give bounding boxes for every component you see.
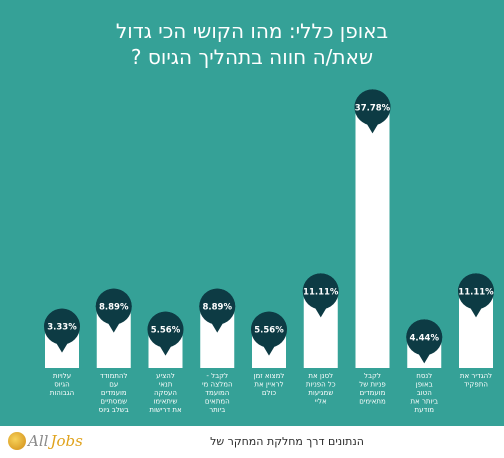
value-bubble-circle-5 — [302, 273, 339, 310]
category-label-2: להציע תנאי העסקה שיתאימו את דרישות — [149, 372, 182, 414]
category-label-1: להתמודד עם מועמדים שמסתיים בשלב גיוס — [99, 372, 129, 414]
footer-credit: הנתונים דרך מחלקת המחקר של — [210, 435, 364, 448]
data-label-6: 37.78% — [355, 103, 391, 113]
category-label-4: למצוא זמן לראיין את כולם — [254, 372, 285, 397]
value-bubble-circle-1 — [95, 288, 132, 325]
data-label-3: 8.89% — [203, 303, 233, 313]
alljobs-logo: All Jobs — [8, 430, 83, 452]
value-bubble-circle-4 — [251, 311, 287, 348]
category-label-0: עלויות הגיוס הגבוהות — [50, 372, 75, 397]
data-label-7: 4.44% — [410, 333, 440, 343]
category-label-3: לקבל -המלצה מי המועמד המתאים ביותר — [202, 372, 233, 414]
data-label-0: 3.33% — [47, 323, 77, 333]
chart-title-line1: באופן כללי: מהו הקושי הכי גדול — [115, 19, 389, 43]
data-label-5: 11.11% — [303, 287, 339, 297]
logo-text-jobs: Jobs — [50, 432, 83, 450]
value-bubble-circle-2 — [147, 311, 184, 348]
bar-chart: 3.33% עלויות הגיוס הגבוהות 8.89% להתמודד עם מוע… — [44, 89, 494, 414]
footer-bar: הנתונים דרך מחלקת המחקר של All Jobs — [0, 426, 504, 458]
value-bubble-circle-8 — [458, 273, 494, 310]
bar-6 — [355, 107, 390, 369]
chart-title: באופן כללי: מהו הקושי הכי גדול שאת/ה חוו… — [0, 18, 504, 70]
value-bubble-circle-7 — [406, 319, 443, 356]
value-bubble-circle-3 — [199, 288, 236, 325]
value-bubble-circle-6 — [354, 89, 391, 126]
category-label-6: לקבל פניות של מועמדים מתאימים — [359, 372, 386, 406]
value-bubble-circle-0 — [44, 308, 80, 345]
data-label-8: 11.11% — [458, 287, 494, 297]
category-label-5: לסנן את כל הפניות שמגיעות אליי — [306, 372, 336, 406]
logo-text-all: All — [28, 432, 49, 450]
data-label-2: 5.56% — [151, 326, 181, 336]
category-label-7: לנסח באופן הטוב ביותר את מודעת — [410, 372, 438, 414]
data-label-4: 5.56% — [254, 326, 284, 336]
data-label-1: 8.89% — [99, 303, 129, 313]
chart-title-line2: שאת/ה חווה בתהליך הגיוס ? — [130, 45, 374, 69]
category-label-8: להגדיר את התפקיד — [460, 372, 492, 389]
alljobs-logo-icon — [8, 432, 26, 450]
